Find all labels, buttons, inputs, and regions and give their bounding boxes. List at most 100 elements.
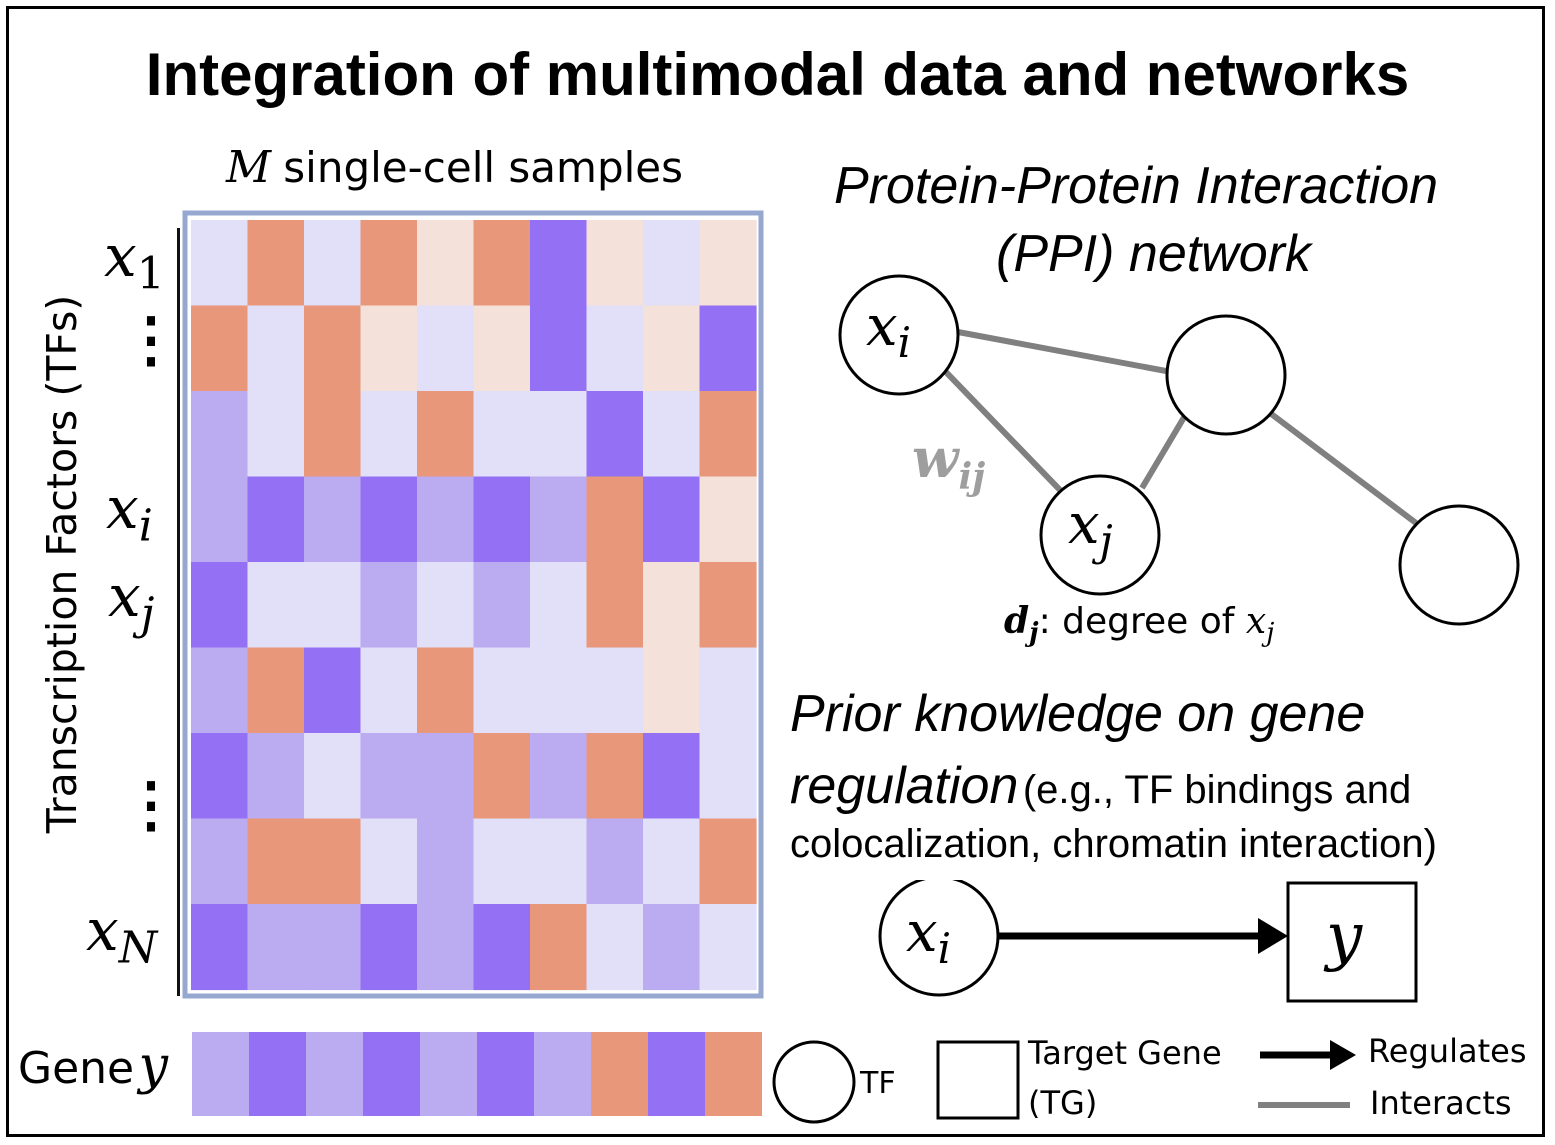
heatmap-cell (530, 818, 588, 905)
tf-node-xj (1039, 474, 1161, 596)
heatmap-cell (699, 904, 757, 991)
heatmap-cell (699, 305, 757, 392)
row-ellipsis-bottom: ⋮ (121, 771, 181, 838)
legend-interacts-label: Interacts (1370, 1084, 1512, 1122)
heatmap-cell (247, 647, 305, 734)
heatmap-cell (191, 647, 249, 734)
node-label-xj-sub: j (1099, 516, 1113, 566)
edge-xi-xj (941, 367, 1063, 493)
heatmap-cell (699, 733, 757, 820)
regulation-arrow-head (1258, 918, 1288, 954)
heatmap-cell (247, 904, 305, 991)
edge-xi-n2 (957, 329, 1167, 374)
heatmap-cell (304, 562, 362, 649)
heatmap-cell (699, 476, 757, 563)
edge-weight-label: wij (912, 426, 985, 498)
heatmap-cell (304, 305, 362, 392)
heatmap-cell (473, 391, 531, 478)
matrix-header-var: M (226, 142, 272, 193)
heatmap-border (182, 210, 764, 999)
heatmap-cell (586, 818, 644, 905)
regulation-tg-node (1286, 881, 1418, 1003)
gene-row-label: Gene y (18, 1036, 168, 1096)
legend-tg-label-1: Target Gene (1028, 1034, 1222, 1072)
heatmap-cell (191, 220, 249, 307)
degree-caption: dj: degree of xj (1004, 600, 1274, 648)
gene-row-label-var: y (138, 1036, 168, 1096)
edge-weight-sub: ij (958, 455, 986, 498)
ppi-title-line1: Protein-Protein Interaction (834, 157, 1439, 215)
heatmap-cell (530, 391, 588, 478)
gene-row (192, 1032, 762, 1116)
heatmap (182, 210, 764, 999)
heatmap-cell (643, 220, 701, 307)
prior-line2: regulation (e.g., TF bindings and (790, 756, 1411, 816)
heatmap-cell (417, 476, 475, 563)
node-label-xi-sub: i (897, 318, 912, 368)
legend-tg-label-2: (TG) (1028, 1084, 1098, 1122)
heatmap-cell (360, 733, 418, 820)
degree-x: x (1245, 601, 1267, 642)
heatmap-cell (304, 476, 362, 563)
regulation-tg-label: y (1326, 900, 1363, 974)
heatmap-cell (586, 733, 644, 820)
heatmap-cell (417, 562, 475, 649)
heatmap-cell (530, 476, 588, 563)
gene-row-cell (420, 1032, 478, 1116)
heatmap-cell (586, 476, 644, 563)
heatmap-cell (643, 305, 701, 392)
heatmap-cell (304, 220, 362, 307)
heatmap-cell (473, 562, 531, 649)
heatmap-cell (473, 647, 531, 734)
heatmap-cell (247, 562, 305, 649)
row-label-xN-base: x (86, 896, 119, 964)
heatmap-cell (643, 562, 701, 649)
heatmap-cell (473, 305, 531, 392)
gene-row-label-text: Gene (18, 1043, 135, 1094)
heatmap-cell (191, 733, 249, 820)
heatmap-cell (304, 904, 362, 991)
heatmap-cell (417, 220, 475, 307)
gene-row-cell (306, 1032, 364, 1116)
ppi-edges (941, 329, 1418, 526)
heatmap-cell (191, 391, 249, 478)
row-bracket-line (177, 228, 180, 996)
legend-regulates-head (1330, 1040, 1356, 1070)
tf-node-n2 (1165, 314, 1287, 436)
heatmap-cell (417, 733, 475, 820)
heatmap-cell (360, 391, 418, 478)
degree-x-sub: j (1266, 618, 1275, 649)
heatmap-cell (473, 818, 531, 905)
heatmap-cell (360, 220, 418, 307)
heatmap-cell (360, 818, 418, 905)
heatmap-cell (586, 305, 644, 392)
tf-node-xi (838, 274, 960, 396)
gene-row-cells (192, 1032, 762, 1116)
gene-row-cell (249, 1032, 307, 1116)
prior-line2-ital: regulation (790, 757, 1019, 815)
gene-row-cell (477, 1032, 535, 1116)
heatmap-cell (247, 818, 305, 905)
row-label-xj-base: x (108, 562, 141, 630)
heatmap-cell (699, 391, 757, 478)
regulation-tf-base: x (906, 900, 938, 965)
heatmap-cell (586, 562, 644, 649)
heatmap-cell (191, 904, 249, 991)
gene-row-cell (591, 1032, 649, 1116)
heatmap-cell (643, 818, 701, 905)
row-label-xi: xi (106, 474, 153, 552)
heatmap-cell (304, 733, 362, 820)
heatmap-cell (417, 647, 475, 734)
legend-tf-circle (772, 1040, 856, 1124)
heatmap-cell (473, 904, 531, 991)
heatmap-cell (191, 476, 249, 563)
ppi-title-line2: (PPI) network (996, 225, 1311, 283)
legend-tg-square (936, 1040, 1020, 1120)
heatmap-cell (643, 904, 701, 991)
heatmap-cell (699, 562, 757, 649)
heatmap-cell (586, 647, 644, 734)
heatmap-cell (247, 305, 305, 392)
heatmap-cell (530, 305, 588, 392)
heatmap-cells (191, 220, 757, 991)
row-label-xN-sub: N (118, 922, 158, 974)
